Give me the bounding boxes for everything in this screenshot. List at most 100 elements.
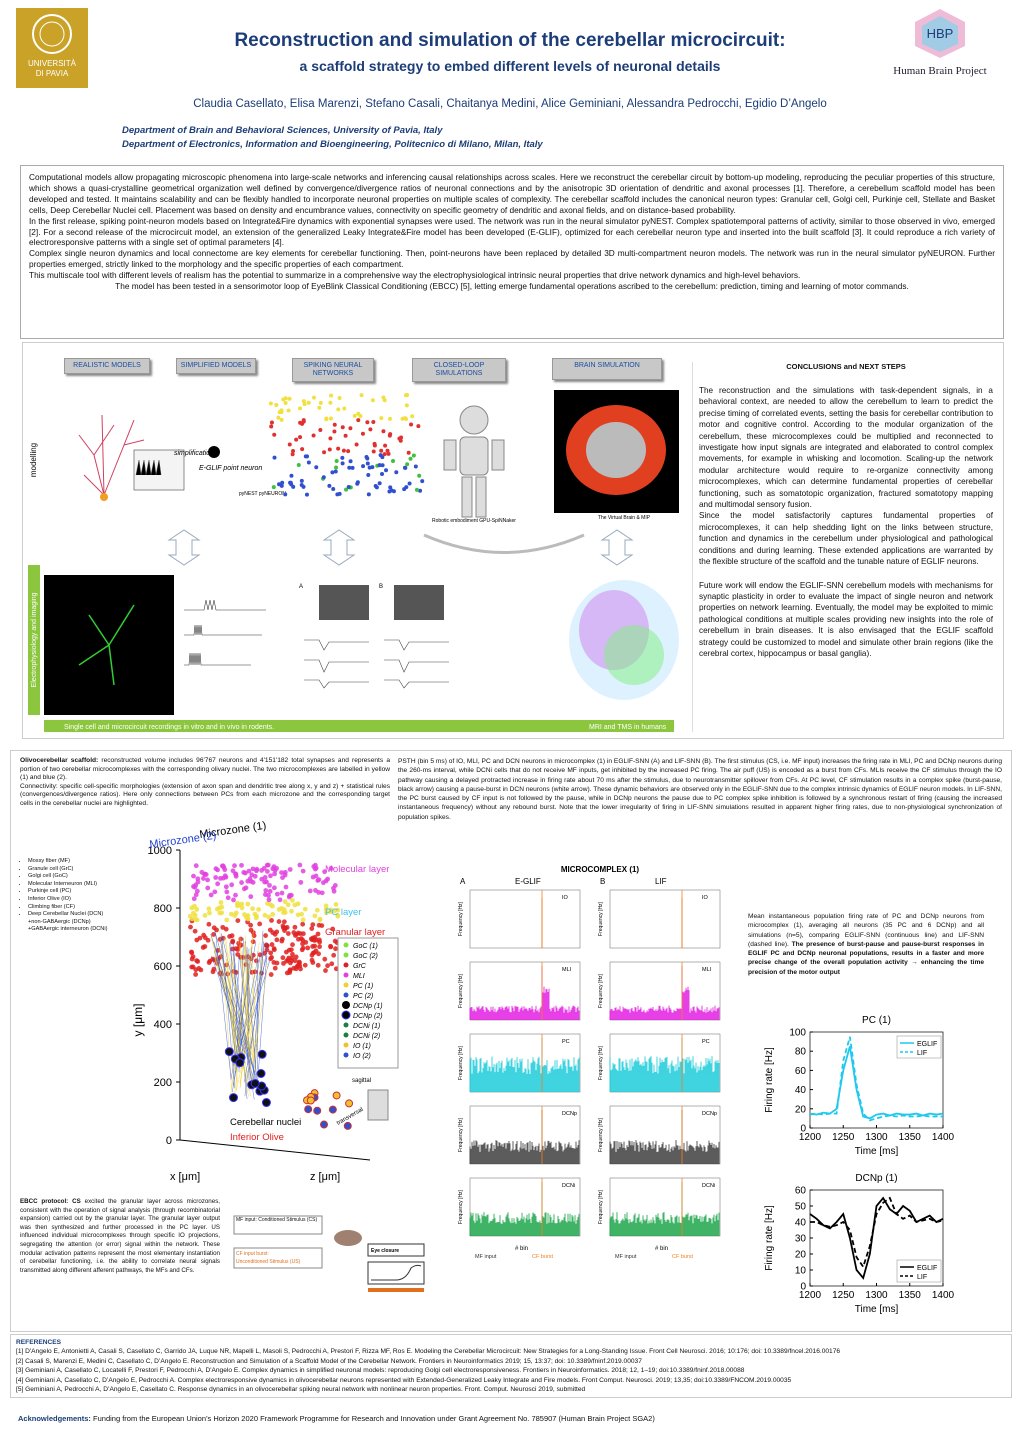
- axis-label: z [μm]: [310, 1171, 340, 1183]
- seal: [32, 14, 72, 54]
- network-dot: [384, 468, 389, 473]
- side-bar: [28, 565, 40, 715]
- network-dot: [372, 441, 377, 446]
- cell-dot: [262, 912, 268, 918]
- network-dot: [334, 465, 339, 470]
- cell-dot: [272, 965, 278, 971]
- network-dot: [356, 418, 361, 423]
- cell-dot: [234, 900, 240, 906]
- cell-dot: [307, 888, 313, 894]
- micrograph-neuron: [78, 604, 135, 686]
- legend-label: IO (2): [353, 1053, 371, 1060]
- network-dot: [290, 452, 295, 457]
- cell-dot: [247, 876, 253, 882]
- cell-dot: [269, 942, 275, 947]
- cell-dot: [289, 908, 294, 914]
- stage-box: BRAIN SIMULATION: [552, 358, 662, 380]
- io-dot: [306, 1096, 315, 1105]
- cell-dot: [250, 866, 256, 872]
- network-dot: [332, 429, 337, 434]
- network-dot: [367, 465, 372, 470]
- cell-dot: [271, 947, 277, 953]
- network-dot: [382, 452, 387, 457]
- panel-name: DCNp: [562, 1111, 577, 1117]
- cell-dot: [323, 903, 329, 909]
- connection: [217, 940, 251, 1097]
- side-label: Electrophysiology and imaging: [31, 592, 38, 687]
- figure-title: MICROCOMPLEX (1): [561, 865, 640, 874]
- legend-label: DCNi (2): [353, 1033, 380, 1040]
- network-dot: [366, 492, 371, 497]
- network-dot: [368, 427, 373, 432]
- network-dot: [366, 473, 371, 478]
- cell-dot: [302, 906, 308, 912]
- cell-dot: [235, 918, 241, 923]
- cell-dot: [300, 921, 306, 927]
- network-dot: [287, 396, 292, 401]
- panel-name: DCNi: [562, 1183, 575, 1189]
- network-dot: [281, 397, 286, 402]
- cell-dot: [188, 924, 193, 930]
- connection: [235, 955, 268, 1061]
- layer-label: PC layer: [325, 907, 361, 918]
- ack-label: Acknowledgements:: [18, 1414, 91, 1423]
- cs-text: MF input: Conditioned Stimulus (CS): [236, 1217, 318, 1223]
- ebcc-diagram: MF input: Conditioned Stimulus (CS) CF i…: [233, 1215, 425, 1292]
- eye-trace: [371, 1264, 422, 1281]
- caption: simplification: [174, 450, 214, 457]
- cell-dot: [279, 936, 285, 942]
- cell-dot: [214, 927, 219, 933]
- cell-dot: [305, 945, 311, 951]
- x-tick-label: 1200: [799, 1132, 822, 1143]
- cell-dot: [302, 962, 308, 968]
- y-axis-label: Firing rate [Hz]: [764, 1205, 775, 1271]
- y-label: Frequency [Hz]: [458, 1045, 464, 1080]
- ebcc-label: EBCC protocol: CS: [20, 1198, 81, 1205]
- network-dot: [378, 453, 383, 458]
- column-letter: B: [600, 877, 605, 886]
- cell-dot: [250, 906, 256, 912]
- cell-dot: [194, 917, 200, 923]
- logo-pavia: UNIVERSITÀ DI PAVIA: [16, 8, 88, 88]
- chart-title: DCNp (1): [855, 1173, 897, 1184]
- microzone-label: Microzone (2): [149, 830, 217, 851]
- network-dot: [383, 443, 388, 448]
- dcn-dot: [261, 1098, 271, 1108]
- network-dot: [420, 479, 425, 484]
- plane-icon: [367, 1089, 389, 1121]
- cell-dot: [279, 890, 285, 896]
- cell-dot: [283, 884, 289, 890]
- x-axis-label: Time [ms]: [855, 1146, 899, 1157]
- connection: [232, 958, 258, 1087]
- cell-item: Granule cell (GrC): [28, 866, 107, 874]
- marker-label: MF input: [475, 1254, 497, 1260]
- cell-dot: [280, 955, 286, 961]
- y-tick-label: 1000: [148, 845, 172, 857]
- connection: [221, 940, 232, 1087]
- network-dot: [379, 448, 384, 453]
- network-dot: [416, 424, 421, 429]
- connection: [213, 941, 251, 1066]
- y-tick-label: 60: [795, 1066, 807, 1077]
- cell-dot: [245, 916, 251, 922]
- workflow-frame: [22, 342, 1004, 739]
- network-dot: [306, 460, 311, 465]
- cell-dot: [256, 906, 262, 912]
- connection: [241, 957, 253, 1086]
- cell-dot: [280, 923, 286, 929]
- x-tick-label: 1300: [865, 1132, 888, 1143]
- connection: [226, 958, 260, 1056]
- cell-dot: [325, 963, 330, 969]
- cell-dot: [312, 913, 318, 919]
- cell-dot: [262, 875, 268, 880]
- cell-dot: [248, 894, 254, 900]
- cell-dot: [314, 907, 320, 913]
- scaffold-text: Olivocerebellar scaffold: reconstructed …: [20, 757, 390, 809]
- cell-dot: [222, 873, 228, 879]
- cell-dot: [225, 895, 231, 901]
- cell-item: Golgi cell (GoC): [28, 873, 107, 881]
- cell-dot: [267, 927, 273, 933]
- network-dot: [403, 393, 408, 398]
- dcn-dot: [228, 1093, 238, 1103]
